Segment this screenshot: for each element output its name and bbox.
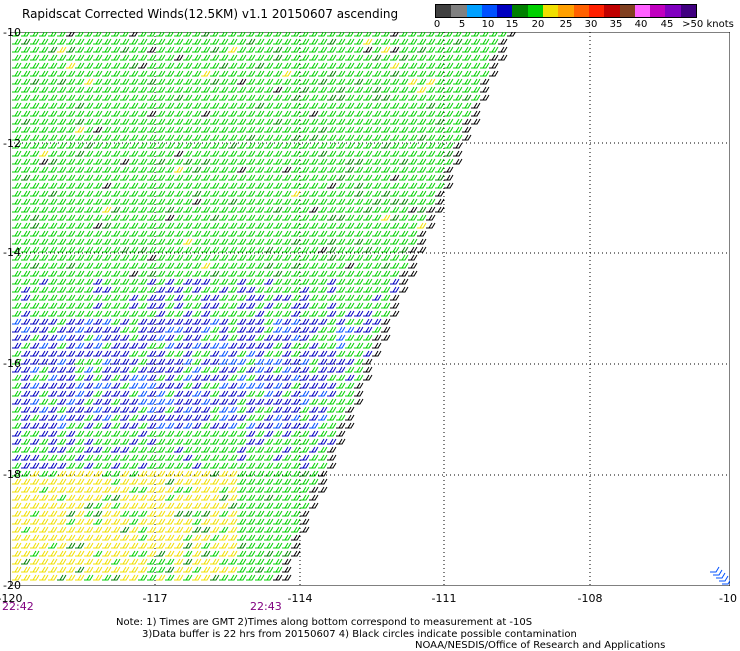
colorbar-label: 5 [458, 19, 466, 30]
colorbar-swatch [665, 5, 681, 17]
wind-barbs-corner [710, 566, 730, 585]
colorbar-swatch [634, 5, 651, 17]
lat-label-20: -20 [3, 579, 21, 592]
lat-label-16: -16 [3, 357, 21, 370]
colorbar-swatch [573, 5, 589, 17]
colorbar-label: >50 knots [682, 19, 734, 30]
colorbar-label: 10 [481, 19, 495, 30]
colorbar-label: 0 [433, 19, 441, 30]
lon-label-105: -10 [719, 592, 737, 605]
lon-label-108: -108 [577, 592, 603, 605]
colorbar-swatch [451, 5, 467, 17]
notes-line-1: Note: 1) Times are GMT 2)Times along bot… [116, 617, 533, 628]
colorbar-swatch [558, 5, 574, 17]
colorbar-swatch [497, 5, 513, 17]
time-label-end: 22:43 [250, 600, 282, 613]
lon-label-117: -117 [142, 592, 168, 605]
time-label-start: 22:42 [2, 600, 34, 613]
colorbar-swatch [543, 5, 559, 17]
wind-barbs [12, 32, 516, 581]
colorbar-label: 30 [584, 19, 598, 30]
colorbar-swatch [466, 5, 482, 17]
colorbar-label: 45 [660, 19, 674, 30]
wind-barb-group [710, 566, 730, 585]
lon-label-114: -114 [287, 592, 313, 605]
colorbar-swatch [619, 5, 635, 17]
colorbar-swatch [512, 5, 528, 17]
wind-speed-colorbar [435, 4, 697, 18]
lon-label-120: -120 [0, 592, 23, 605]
colorbar-swatch [588, 5, 605, 17]
lat-label-10: -10 [3, 26, 21, 39]
wind-barb-group [12, 278, 400, 469]
colorbar-label: 20 [531, 19, 545, 30]
colorbar-swatch [436, 5, 452, 17]
colorbar-swatch [527, 5, 544, 17]
colorbar-label: 35 [609, 19, 623, 30]
wind-barb-group [12, 38, 436, 581]
map-title: Rapidscat Corrected Winds(12.5KM) v1.1 2… [22, 7, 399, 21]
colorbar-swatch [650, 5, 666, 17]
colorbar-label: 15 [505, 19, 519, 30]
wind-barb-group [12, 32, 507, 581]
notes-line-2: 3)Data buffer is 22 hrs from 20150607 4)… [142, 629, 577, 640]
lat-lon-grid [10, 32, 730, 586]
colorbar-label: 40 [634, 19, 648, 30]
credit-line: NOAA/NESDIS/Office of Research and Appli… [415, 640, 666, 651]
colorbar-swatch [604, 5, 620, 17]
colorbar-swatch [680, 5, 697, 17]
colorbar-swatch [481, 5, 498, 17]
lat-label-14: -14 [3, 246, 21, 259]
lat-label-18: -18 [3, 468, 21, 481]
lat-label-12: -12 [3, 137, 21, 150]
wind-barb-group [12, 318, 355, 429]
colorbar-label: 25 [559, 19, 573, 30]
lon-label-111: -111 [431, 592, 457, 605]
wind-map [10, 32, 730, 586]
wind-barb-group [39, 32, 516, 581]
wind-barb-group [21, 32, 472, 581]
